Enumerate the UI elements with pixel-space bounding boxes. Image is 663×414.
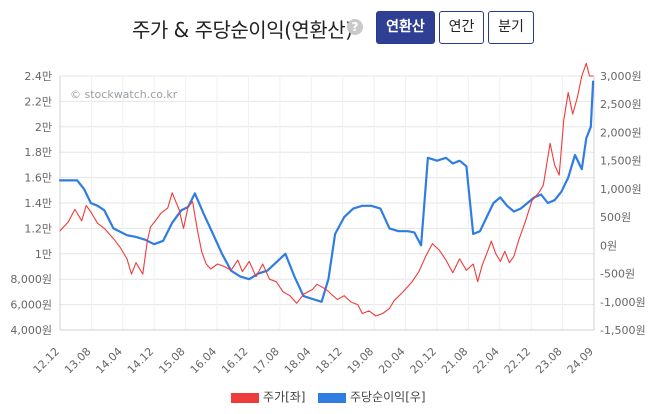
y-left-tick-label: 1.8만 <box>24 146 52 159</box>
y-left-tick-label: 2만 <box>35 121 52 134</box>
x-tick-label: 13.08 <box>62 345 93 376</box>
x-tick-label: 19.08 <box>345 345 376 376</box>
tab-annual[interactable]: 연간 <box>439 11 484 44</box>
y-left-tick-label: 1.4만 <box>24 197 52 210</box>
x-tick-label: 23.08 <box>533 345 564 376</box>
y-left-tick-label: 2.2만 <box>24 95 52 108</box>
legend-item-price[interactable]: 주가[좌] <box>231 388 305 405</box>
x-tick-label: 14.12 <box>125 345 156 376</box>
tab-quarterly[interactable]: 분기 <box>488 11 534 44</box>
x-tick-label: 22.12 <box>502 345 533 376</box>
y-right-tick-label: 1,500원 <box>600 155 642 168</box>
chart-title: 주가 & 주당순이익(연환산) <box>132 18 353 42</box>
legend-item-eps[interactable]: 주당순이익[우] <box>318 388 426 405</box>
y-left-tick-label: 2.4만 <box>24 70 52 83</box>
x-tick-label: 16.12 <box>219 345 250 376</box>
y-left-tick-label: 8,000원 <box>10 273 52 286</box>
y-left-tick-label: 1.6만 <box>24 172 52 185</box>
help-icon[interactable]: ? <box>347 19 363 35</box>
y-right-tick-label: -1,500원 <box>600 324 646 337</box>
x-tick-label: 12.12 <box>31 345 62 376</box>
x-tick-label: 14.04 <box>93 345 124 376</box>
price-series-line <box>59 62 594 317</box>
x-tick-label: 18.12 <box>313 345 344 376</box>
y-right-tick-label: 2,000원 <box>600 126 642 139</box>
watermark: © stockwatch.co.kr <box>70 88 178 101</box>
y-left-tick-label: 1만 <box>35 248 52 261</box>
chart-header: 주가 & 주당순이익(연환산) ? 연환산 연간 분기 <box>0 0 663 56</box>
legend-swatch-eps <box>318 392 346 403</box>
x-tick-label: 22.04 <box>470 345 501 376</box>
y-left-tick-label: 1.2만 <box>24 222 52 235</box>
legend-label-price: 주가[좌] <box>263 390 306 404</box>
y-right-tick-label: 3,000원 <box>600 70 642 83</box>
y-right-tick-label: -1,000원 <box>600 296 646 309</box>
x-tick-label: 17.08 <box>251 345 282 376</box>
price-eps-chart: 4,000원 6,000원 8,000원 1만 1.2만 1.4만 1.6만 1.8만 2만 2.… <box>10 62 646 376</box>
y-right-tick-label: 1,000원 <box>600 183 642 196</box>
legend-label-eps: 주당순이익[우] <box>350 390 426 404</box>
chart-legend: 주가[좌] 주당순이익[우] <box>0 388 663 408</box>
x-tick-label: 20.04 <box>376 345 407 376</box>
tab-annualized[interactable]: 연환산 <box>376 11 435 44</box>
legend-swatch-price <box>231 392 259 403</box>
x-tick-label: 21.08 <box>439 345 470 376</box>
eps-series-line <box>58 80 595 303</box>
y-right-tick-label: -500원 <box>600 268 635 281</box>
x-tick-label: 16.04 <box>188 345 219 376</box>
x-tick-label: 20.12 <box>408 345 439 376</box>
x-tick-label: 18.04 <box>282 345 313 376</box>
y-left-tick-label: 4,000원 <box>10 324 52 337</box>
x-tick-label: 24.09 <box>565 345 596 376</box>
y-right-tick-label: 0원 <box>600 239 617 252</box>
y-left-tick-label: 6,000원 <box>10 299 52 312</box>
x-tick-label: 15.08 <box>156 345 187 376</box>
y-right-tick-label: 500원 <box>600 211 631 224</box>
y-right-tick-label: 2,500원 <box>600 98 642 111</box>
